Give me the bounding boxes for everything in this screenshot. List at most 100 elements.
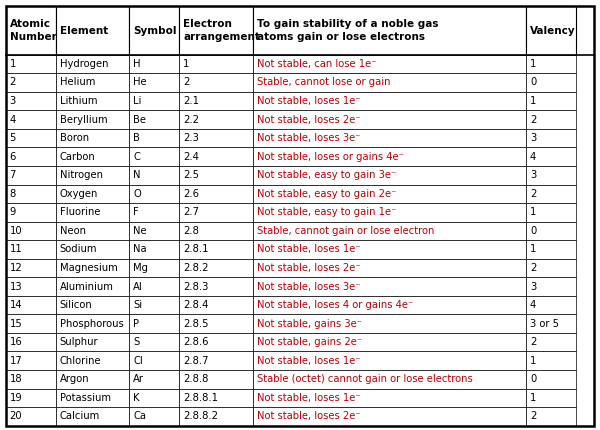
Bar: [179, 296, 253, 314]
Text: 1: 1: [530, 393, 536, 403]
Text: Not stable, easy to gain 3e⁻: Not stable, easy to gain 3e⁻: [257, 170, 396, 180]
Text: 0: 0: [530, 226, 536, 236]
Text: F: F: [133, 207, 139, 217]
Text: 4: 4: [10, 115, 16, 125]
Text: 16: 16: [10, 337, 22, 347]
Bar: [130, 111, 179, 129]
Bar: [56, 351, 130, 370]
Bar: [6, 129, 56, 147]
Bar: [56, 221, 130, 240]
Bar: [56, 370, 130, 389]
Text: 2.8.7: 2.8.7: [183, 356, 209, 366]
Bar: [6, 221, 56, 240]
Bar: [130, 314, 179, 333]
Bar: [6, 203, 56, 221]
Text: K: K: [133, 393, 140, 403]
Text: Not stable, gains 3e⁻: Not stable, gains 3e⁻: [257, 319, 362, 329]
Bar: [6, 240, 56, 259]
Text: 18: 18: [10, 375, 22, 384]
Bar: [526, 259, 577, 277]
Text: 2.8.2: 2.8.2: [183, 263, 209, 273]
Bar: [130, 203, 179, 221]
Text: N: N: [133, 170, 140, 180]
Text: Not stable, loses 2e⁻: Not stable, loses 2e⁻: [257, 115, 360, 125]
Bar: [56, 73, 130, 92]
Bar: [130, 166, 179, 184]
Bar: [179, 370, 253, 389]
Text: 2.4: 2.4: [183, 152, 199, 162]
Bar: [56, 259, 130, 277]
Bar: [130, 92, 179, 111]
Text: 6: 6: [10, 152, 16, 162]
Bar: [56, 147, 130, 166]
Bar: [253, 129, 526, 147]
Text: Al: Al: [133, 282, 143, 292]
Bar: [179, 407, 253, 426]
Bar: [179, 73, 253, 92]
Text: Magnesium: Magnesium: [59, 263, 118, 273]
Text: Not stable, loses 2e⁻: Not stable, loses 2e⁻: [257, 412, 360, 421]
Text: Element: Element: [59, 25, 108, 36]
Bar: [56, 240, 130, 259]
Bar: [179, 333, 253, 351]
Text: Chlorine: Chlorine: [59, 356, 101, 366]
Text: Cl: Cl: [133, 356, 143, 366]
Bar: [56, 55, 130, 73]
Bar: [56, 203, 130, 221]
Bar: [6, 314, 56, 333]
Bar: [56, 277, 130, 296]
Text: C: C: [133, 152, 140, 162]
Text: Not stable, easy to gain 2e⁻: Not stable, easy to gain 2e⁻: [257, 189, 396, 199]
Bar: [179, 6, 253, 55]
Bar: [130, 389, 179, 407]
Bar: [130, 240, 179, 259]
Bar: [179, 184, 253, 203]
Bar: [526, 129, 577, 147]
Bar: [253, 55, 526, 73]
Bar: [526, 407, 577, 426]
Text: 2.8.8: 2.8.8: [183, 375, 208, 384]
Bar: [6, 111, 56, 129]
Text: Nitrogen: Nitrogen: [59, 170, 103, 180]
Text: Not stable, easy to gain 1e⁻: Not stable, easy to gain 1e⁻: [257, 207, 396, 217]
Text: Not stable, loses 3e⁻: Not stable, loses 3e⁻: [257, 133, 360, 143]
Bar: [179, 129, 253, 147]
Text: Not stable, loses 4 or gains 4e⁻: Not stable, loses 4 or gains 4e⁻: [257, 300, 413, 310]
Text: Beryllium: Beryllium: [59, 115, 107, 125]
Text: 3 or 5: 3 or 5: [530, 319, 559, 329]
Bar: [56, 407, 130, 426]
Bar: [526, 6, 577, 55]
Text: Electron
arrangement: Electron arrangement: [183, 19, 260, 42]
Bar: [130, 221, 179, 240]
Bar: [179, 111, 253, 129]
Bar: [526, 314, 577, 333]
Text: 20: 20: [10, 412, 22, 421]
Text: 2.7: 2.7: [183, 207, 199, 217]
Text: 17: 17: [10, 356, 22, 366]
Text: Potassium: Potassium: [59, 393, 110, 403]
Text: 8: 8: [10, 189, 16, 199]
Bar: [526, 203, 577, 221]
Text: Valency: Valency: [530, 25, 575, 36]
Text: To gain stability of a noble gas
atoms gain or lose electrons: To gain stability of a noble gas atoms g…: [257, 19, 438, 42]
Bar: [253, 203, 526, 221]
Bar: [179, 351, 253, 370]
Text: 2: 2: [530, 115, 536, 125]
Text: 2.5: 2.5: [183, 170, 199, 180]
Text: 1: 1: [530, 96, 536, 106]
Bar: [526, 73, 577, 92]
Bar: [179, 314, 253, 333]
Text: 4: 4: [530, 300, 536, 310]
Bar: [179, 259, 253, 277]
Text: Silicon: Silicon: [59, 300, 92, 310]
Text: Aluminium: Aluminium: [59, 282, 113, 292]
Bar: [179, 55, 253, 73]
Bar: [253, 92, 526, 111]
Bar: [130, 259, 179, 277]
Bar: [253, 351, 526, 370]
Text: 1: 1: [530, 207, 536, 217]
Bar: [179, 240, 253, 259]
Text: 2: 2: [530, 263, 536, 273]
Text: Stable (octet) cannot gain or lose electrons: Stable (octet) cannot gain or lose elect…: [257, 375, 472, 384]
Text: Sodium: Sodium: [59, 245, 97, 255]
